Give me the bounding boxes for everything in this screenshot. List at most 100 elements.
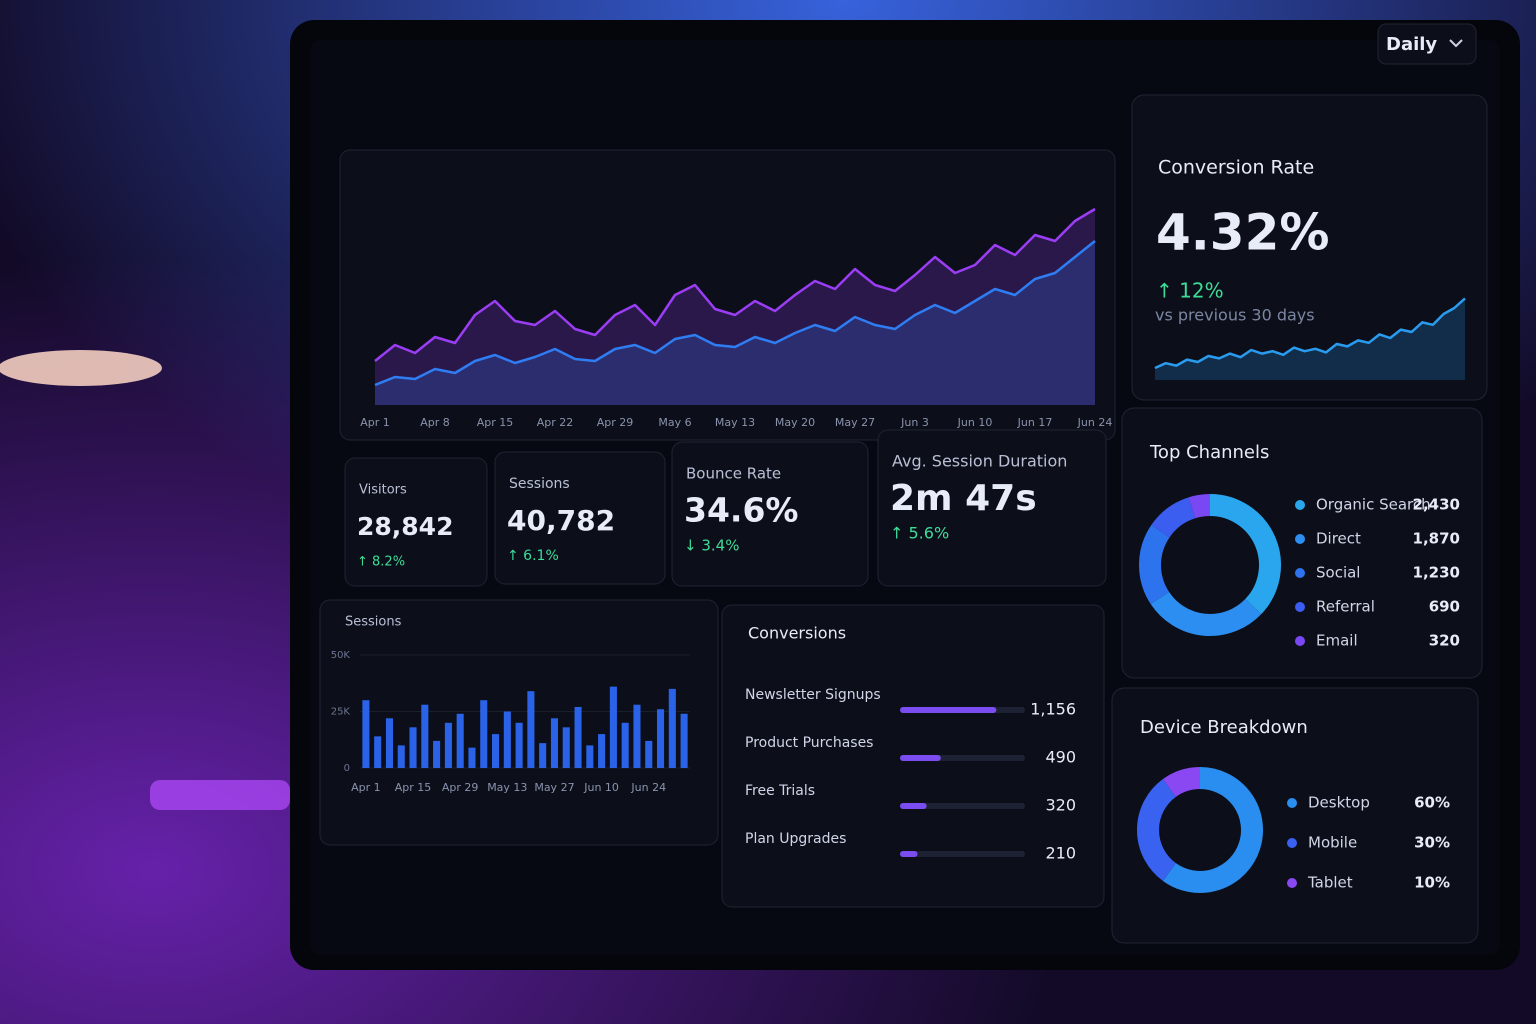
row-label: Newsletter Signups: [745, 687, 881, 703]
row-label: Free Trials: [745, 783, 815, 799]
bar: [550, 718, 558, 768]
kpi-label: Avg. Session Duration: [892, 452, 1067, 471]
kpi-label: Visitors: [359, 483, 407, 498]
x-tick-label: May 20: [775, 416, 815, 429]
legend-label: Tablet: [1307, 874, 1353, 892]
conversion-rate-value: 4.32%: [1156, 204, 1329, 262]
x-tick-label: Jun 24: [630, 781, 666, 794]
bar: [574, 706, 582, 768]
bar: [633, 704, 641, 768]
chart-title: Device Breakdown: [1140, 717, 1308, 738]
legend-value: 690: [1429, 598, 1460, 616]
x-tick-label: Jun 24: [1077, 416, 1113, 429]
bar: [562, 727, 570, 768]
donut-segment: [1150, 591, 1262, 636]
bar: [409, 727, 417, 768]
kpi-change: ↑ 8.2%: [357, 555, 405, 570]
legend-dot: [1287, 798, 1297, 808]
conversion-rate-note: vs previous 30 days: [1155, 306, 1315, 325]
legend-label: Organic Search: [1316, 496, 1431, 514]
legend-value: 60%: [1414, 794, 1450, 812]
series-line: [1154, 297, 1466, 370]
led-strip: [150, 780, 290, 810]
kpi-value: 2m 47s: [890, 478, 1037, 519]
row-label: Product Purchases: [745, 735, 873, 751]
legend-dot: [1295, 602, 1305, 612]
legend-value: 1,870: [1413, 530, 1460, 548]
x-tick-label: Apr 29: [442, 781, 479, 794]
kpi-value: 34.6%: [684, 491, 799, 530]
legend-dot: [1295, 534, 1305, 544]
legend-label: Social: [1316, 564, 1360, 582]
bar: [900, 707, 997, 713]
bar: [586, 745, 594, 768]
bar: [468, 747, 476, 768]
bar: [433, 740, 441, 768]
legend-value: 1,230: [1413, 564, 1460, 582]
legend-value: 320: [1429, 632, 1460, 650]
value-label: 490: [1045, 748, 1076, 767]
legend-value: 30%: [1414, 834, 1450, 852]
x-tick-label: May 13: [487, 781, 527, 794]
kpi-label: Sessions: [509, 476, 570, 492]
bar: [374, 736, 382, 768]
x-tick-label: May 27: [835, 416, 875, 429]
bar: [515, 722, 523, 768]
bar: [621, 722, 629, 768]
bar: [668, 688, 676, 768]
kpi-change: ↑ 5.6%: [890, 524, 949, 543]
bar: [539, 743, 547, 768]
kpi-card: [877, 429, 1107, 587]
chart-title: Top Channels: [1149, 442, 1269, 463]
x-tick-label: Apr 29: [597, 416, 634, 429]
kpi-card: [344, 457, 488, 587]
bar: [900, 803, 927, 809]
bar: [609, 686, 617, 768]
bar: [900, 851, 918, 857]
x-tick-label: Jun 3: [900, 416, 929, 429]
traffic-card: [339, 149, 1116, 441]
donut-segment: [1209, 494, 1281, 615]
chart-title: Sessions: [345, 615, 402, 630]
kpi-value: 40,782: [507, 504, 615, 537]
value-label: 210: [1045, 844, 1076, 863]
series-area: [375, 241, 1095, 405]
legend-label: Referral: [1316, 598, 1375, 616]
bar-track: [900, 803, 1025, 809]
x-tick-label: May 13: [715, 416, 755, 429]
bar: [657, 709, 665, 768]
donut-segment: [1137, 779, 1177, 881]
x-tick-label: May 27: [534, 781, 574, 794]
bar: [900, 755, 941, 761]
bar: [385, 718, 393, 768]
card-title: Conversion Rate: [1158, 157, 1314, 179]
x-tick-label: Jun 17: [1017, 416, 1053, 429]
donut-segment: [1162, 767, 1263, 893]
x-tick-label: Jun 10: [957, 416, 993, 429]
series-area: [375, 209, 1095, 405]
bar: [421, 704, 429, 768]
series-line: [374, 240, 1096, 387]
x-tick-label: Apr 8: [420, 416, 450, 429]
x-tick-label: Apr 1: [351, 781, 381, 794]
legend-label: Mobile: [1308, 834, 1357, 852]
period-dropdown[interactable]: [1377, 23, 1477, 65]
bar: [503, 711, 511, 768]
kpi-label: Bounce Rate: [686, 465, 781, 483]
conversion-rate-card: [1131, 94, 1488, 401]
x-tick-label: Apr 22: [537, 416, 574, 429]
legend-dot: [1295, 500, 1305, 510]
kpi-change: ↑ 6.1%: [507, 548, 559, 564]
legend-dot: [1295, 568, 1305, 578]
x-tick-label: May 6: [658, 416, 691, 429]
x-tick-label: Apr 15: [477, 416, 514, 429]
bar: [397, 745, 405, 768]
y-tick-label: 0: [344, 763, 350, 774]
legend-value: 10%: [1414, 874, 1450, 892]
series-line: [374, 207, 1096, 362]
bar: [362, 700, 370, 768]
donut-segment: [1139, 524, 1170, 604]
lamp-light: [0, 350, 162, 386]
legend-dot: [1287, 878, 1297, 888]
